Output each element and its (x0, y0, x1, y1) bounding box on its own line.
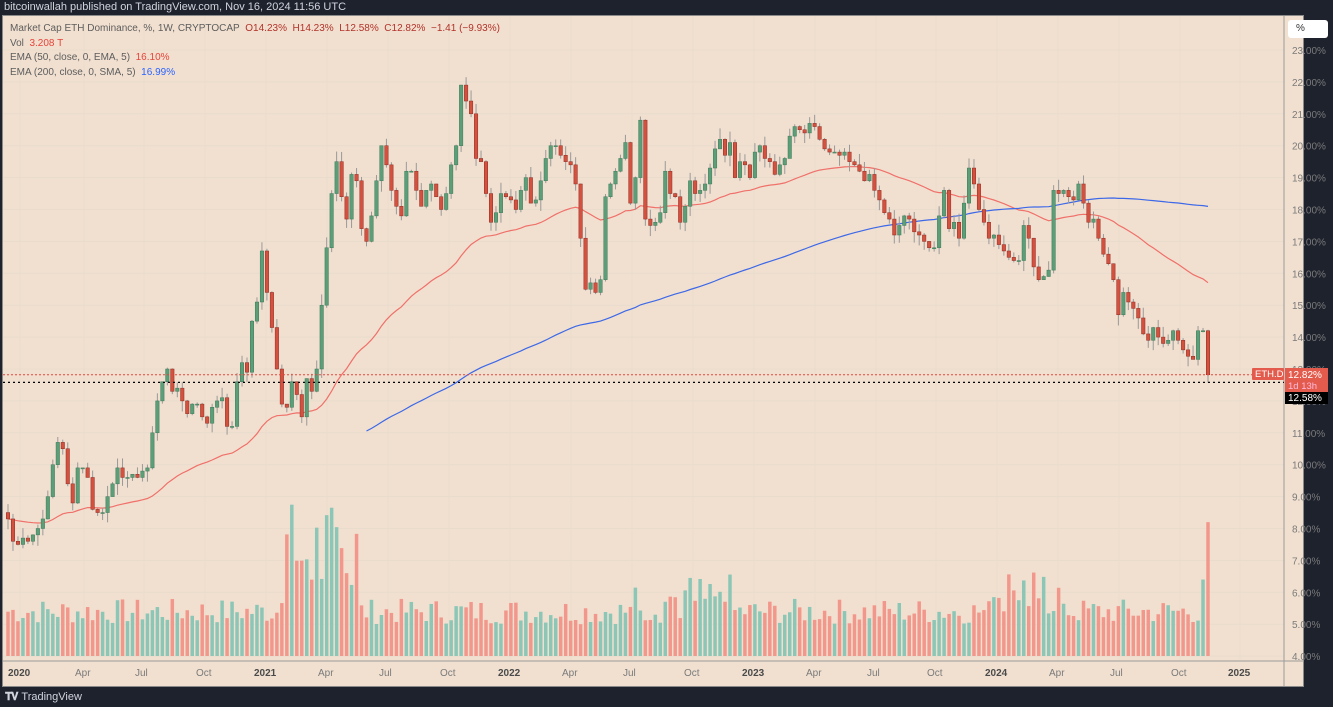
svg-text:Apr: Apr (1049, 668, 1065, 679)
svg-text:Oct: Oct (440, 668, 456, 679)
ema200-line (366, 197, 1209, 432)
svg-text:4.00%: 4.00% (1292, 652, 1320, 663)
tradingview-logo-icon: 𝐓𝐕 (5, 690, 18, 703)
svg-text:Jul: Jul (379, 668, 392, 679)
svg-text:Jul: Jul (867, 668, 880, 679)
svg-text:14.00%: 14.00% (1292, 333, 1326, 344)
svg-text:11.00%: 11.00% (1292, 429, 1325, 440)
svg-text:Apr: Apr (562, 668, 578, 679)
change-value: −1.41 (−9.93%) (430, 23, 500, 34)
high-value: H14.23% (292, 23, 334, 34)
ema50-label: EMA (50, close, 0, EMA, 5) (10, 52, 131, 63)
svg-text:Oct: Oct (1171, 668, 1187, 679)
svg-text:2025: 2025 (1228, 668, 1251, 679)
svg-text:7.00%: 7.00% (1292, 556, 1320, 567)
low-price-tag: 12.58% (1288, 393, 1322, 404)
svg-text:Oct: Oct (196, 668, 212, 679)
svg-text:21.00%: 21.00% (1292, 110, 1326, 121)
published-text: bitcoinwallah published on TradingView.c… (4, 1, 347, 13)
svg-text:Jul: Jul (1110, 668, 1123, 679)
svg-text:17.00%: 17.00% (1292, 237, 1326, 248)
volume-legend-row[interactable]: Vol 3.208 T (10, 37, 500, 52)
symbol-tag: ETH.D (1255, 369, 1284, 380)
symbol-legend-row[interactable]: Market Cap ETH Dominance, %, 1W, CRYPTOC… (10, 22, 500, 37)
percent-scale-button[interactable]: % (1288, 20, 1328, 38)
svg-text:2024: 2024 (985, 668, 1008, 679)
svg-text:5.00%: 5.00% (1292, 620, 1320, 631)
ema50-line (7, 165, 1209, 524)
svg-text:Oct: Oct (927, 668, 943, 679)
ema200-legend-row[interactable]: EMA (200, close, 0, SMA, 5) 16.99% (10, 66, 500, 81)
svg-text:8.00%: 8.00% (1292, 525, 1320, 536)
svg-text:20.00%: 20.00% (1292, 142, 1326, 153)
svg-text:2022: 2022 (498, 668, 521, 679)
svg-text:9.00%: 9.00% (1292, 493, 1320, 504)
svg-text:18.00%: 18.00% (1292, 206, 1326, 217)
ema200-label: EMA (200, close, 0, SMA, 5) (10, 66, 136, 78)
y-axis[interactable]: 23.00% 22.00% 21.00% 20.00% 19.00% 18.00% 17.0… (1292, 46, 1326, 663)
svg-text:6.00%: 6.00% (1292, 588, 1320, 599)
open-value: O14.23% (245, 23, 287, 34)
brand-name[interactable]: TradingView (21, 691, 82, 703)
svg-text:10.00%: 10.00% (1292, 461, 1326, 472)
volume-bars (6, 504, 1210, 656)
svg-text:16.00%: 16.00% (1292, 269, 1326, 280)
svg-text:Apr: Apr (806, 668, 822, 679)
chart-frame[interactable] (2, 15, 1304, 687)
countdown-tag: 1d 13h (1288, 381, 1317, 392)
svg-text:Jul: Jul (623, 668, 636, 679)
footer-bar: 𝐓𝐕 TradingView (0, 687, 1333, 707)
chart-legend: Market Cap ETH Dominance, %, 1W, CRYPTOC… (10, 22, 500, 80)
svg-text:2020: 2020 (8, 668, 31, 679)
svg-text:2021: 2021 (254, 668, 277, 679)
svg-text:Jul: Jul (135, 668, 148, 679)
symbol-title: Market Cap ETH Dominance, %, 1W, CRYPTOC… (10, 23, 240, 34)
svg-text:Oct: Oct (684, 668, 700, 679)
ema200-value: 16.99% (141, 66, 176, 78)
volume-value: 3.208 T (29, 37, 64, 49)
svg-text:23.00%: 23.00% (1292, 46, 1326, 57)
ema50-legend-row[interactable]: EMA (50, close, 0, EMA, 5) 16.10% (10, 51, 500, 66)
svg-text:2023: 2023 (742, 668, 765, 679)
low-value: L12.58% (339, 23, 379, 34)
volume-label: Vol (10, 37, 24, 49)
candles (6, 77, 1210, 551)
svg-text:22.00%: 22.00% (1292, 78, 1326, 89)
publisher-bar: bitcoinwallah published on TradingView.c… (0, 0, 1333, 15)
last-price-tag: 12.82% (1288, 370, 1322, 381)
svg-text:Apr: Apr (75, 668, 91, 679)
svg-text:19.00%: 19.00% (1292, 174, 1326, 185)
svg-text:Apr: Apr (318, 668, 334, 679)
close-value: C12.82% (384, 23, 426, 34)
x-axis[interactable]: 2020 Apr Jul Oct 2021 Apr Jul Oct 2022 Apr Jul Oct 2… (8, 668, 1251, 679)
ema50-value: 16.10% (135, 52, 170, 63)
grid (3, 16, 1284, 660)
svg-text:15.00%: 15.00% (1292, 301, 1326, 312)
